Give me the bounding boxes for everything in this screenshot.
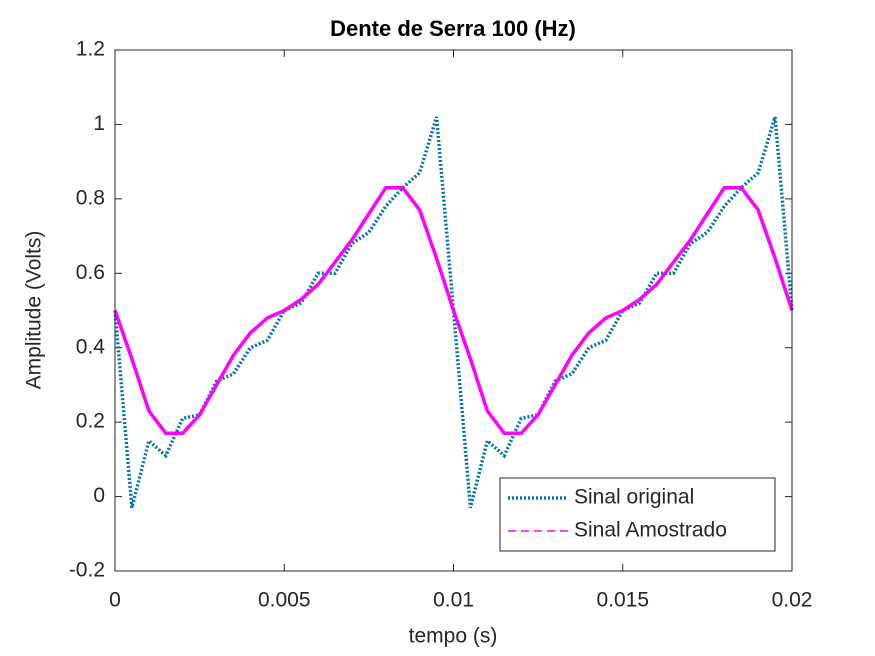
y-tick-label: 0.2	[76, 410, 105, 433]
legend-box	[499, 477, 776, 552]
x-tick-label: 0.005	[258, 589, 311, 612]
axes-box	[114, 49, 793, 572]
x-tick-label: 0.01	[433, 589, 474, 612]
series-line	[113, 116, 794, 509]
y-tick-label: 1.2	[76, 38, 105, 61]
x-tick-label: 0.015	[596, 589, 649, 612]
y-tick-label: -0.2	[69, 559, 105, 582]
x-axis-label: tempo (s)	[409, 625, 498, 648]
chart-title: Dente de Serra 100 (Hz)	[330, 16, 576, 41]
y-tick-label: 0.6	[76, 261, 105, 284]
series-line	[113, 185, 794, 436]
x-tick-label: 0.02	[772, 589, 813, 612]
y-tick-label: 0.8	[76, 186, 105, 209]
legend-label: Sinal Amostrado	[574, 519, 727, 542]
y-tick-label: 1	[93, 112, 105, 135]
y-axis-label: Amplitude (Volts)	[23, 231, 46, 390]
x-tick-label: 0	[109, 589, 121, 612]
y-tick-label: 0	[93, 484, 105, 507]
y-tick-label: 0.4	[76, 335, 106, 358]
legend-label: Sinal original	[574, 486, 694, 509]
